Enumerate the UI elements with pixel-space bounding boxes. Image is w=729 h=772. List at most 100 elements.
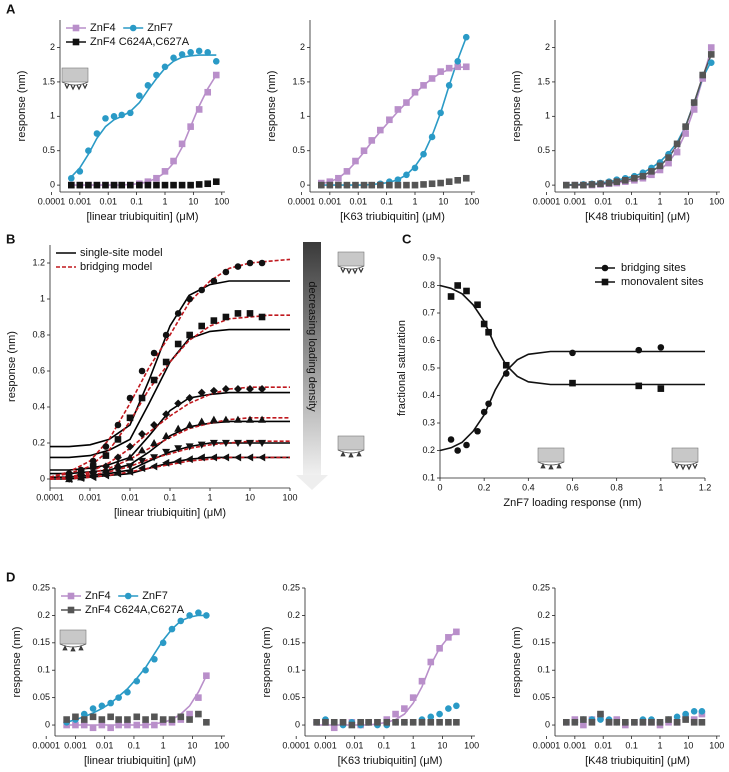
- marker: [635, 346, 643, 354]
- marker: [657, 385, 665, 392]
- y-tick-label: 0.8: [422, 280, 435, 290]
- y-axis-label: response (nm): [511, 627, 523, 698]
- marker: [569, 349, 576, 357]
- marker: [326, 178, 334, 185]
- marker: [403, 99, 410, 106]
- marker: [420, 82, 427, 89]
- marker: [234, 263, 242, 270]
- marker: [313, 718, 320, 726]
- marker: [656, 718, 664, 726]
- marker: [150, 349, 158, 357]
- marker: [454, 63, 462, 71]
- marker: [102, 115, 109, 122]
- legend-label: ZnF7: [142, 590, 168, 602]
- x-tick-label: 0.001: [564, 196, 587, 206]
- marker: [597, 180, 604, 188]
- marker: [67, 181, 75, 189]
- marker: [246, 453, 254, 462]
- marker: [639, 172, 647, 180]
- marker: [115, 721, 122, 729]
- marker: [258, 259, 266, 267]
- marker: [447, 436, 455, 443]
- marker: [427, 713, 435, 721]
- marker: [597, 716, 604, 723]
- x-axis-label: [K48 triubiquitin] (μM): [585, 755, 690, 767]
- y-tick-label: 0: [45, 719, 50, 729]
- y-tick-label: 0.25: [282, 582, 300, 592]
- marker: [162, 358, 170, 366]
- y-tick-label: 0.1: [422, 472, 435, 482]
- marker: [453, 702, 460, 710]
- y-tick-label: 0.5: [422, 362, 435, 372]
- marker: [98, 716, 106, 723]
- marker: [80, 710, 88, 718]
- sensor-icon: [61, 67, 89, 90]
- marker: [377, 126, 384, 134]
- marker: [246, 259, 254, 267]
- y-tick-label: 0.5: [292, 145, 305, 155]
- marker: [126, 467, 134, 476]
- marker: [562, 718, 570, 726]
- marker: [453, 628, 460, 636]
- y-tick-label: 0.2: [37, 610, 50, 620]
- x-tick-label: 0.001: [314, 740, 337, 750]
- marker: [394, 181, 402, 189]
- marker: [631, 718, 638, 726]
- marker: [648, 718, 655, 726]
- marker: [150, 376, 158, 384]
- marker: [454, 57, 462, 65]
- sensor-icon: [337, 435, 365, 458]
- x-tick-label: 10: [438, 196, 448, 206]
- marker: [707, 59, 715, 66]
- y-tick-label: 2: [300, 42, 305, 52]
- sensor-icon: [59, 629, 87, 652]
- x-tick-label: 0.1: [130, 196, 143, 206]
- marker: [162, 410, 171, 419]
- legend-label: monovalent sites: [621, 276, 704, 288]
- marker: [352, 157, 359, 165]
- marker: [352, 181, 359, 189]
- marker: [153, 174, 160, 182]
- marker: [150, 421, 159, 429]
- x-axis-label: [K48 triubiquitin] (μM): [585, 211, 690, 223]
- marker: [474, 301, 481, 309]
- x-tick-label: 1: [207, 492, 212, 502]
- marker: [93, 130, 101, 137]
- marker: [212, 71, 220, 79]
- marker: [102, 181, 109, 189]
- x-tick-label: 0.01: [121, 492, 139, 502]
- y-tick-label: 1: [50, 111, 55, 121]
- marker: [377, 181, 384, 189]
- marker: [150, 462, 158, 471]
- x-tick-label: 100: [214, 740, 229, 750]
- marker: [635, 382, 643, 390]
- marker: [580, 721, 587, 729]
- x-tick-label: 10: [683, 740, 693, 750]
- marker: [445, 82, 453, 89]
- marker: [212, 57, 220, 65]
- x-tick-label: 10: [188, 196, 198, 206]
- marker: [138, 446, 147, 454]
- marker: [85, 181, 92, 189]
- x-tick-label: 1: [657, 740, 662, 750]
- y-tick-label: 2: [50, 42, 55, 52]
- marker: [161, 63, 169, 71]
- marker: [187, 123, 194, 130]
- y-tick-label: 0.5: [42, 145, 55, 155]
- marker: [682, 710, 689, 718]
- x-tick-label: 100: [282, 492, 297, 502]
- legend-marker: [72, 38, 80, 46]
- x-tick-label: 0.0001: [36, 492, 64, 502]
- marker: [186, 295, 193, 303]
- marker: [185, 394, 194, 402]
- sensor-icon: [537, 447, 565, 470]
- marker: [195, 694, 202, 701]
- x-tick-label: 10: [187, 740, 197, 750]
- x-tick-label: 100: [709, 740, 724, 750]
- marker: [699, 75, 707, 82]
- marker: [673, 713, 681, 721]
- marker: [580, 716, 587, 723]
- legend-label: single-site model: [80, 247, 163, 259]
- marker: [210, 317, 218, 324]
- marker: [690, 99, 698, 106]
